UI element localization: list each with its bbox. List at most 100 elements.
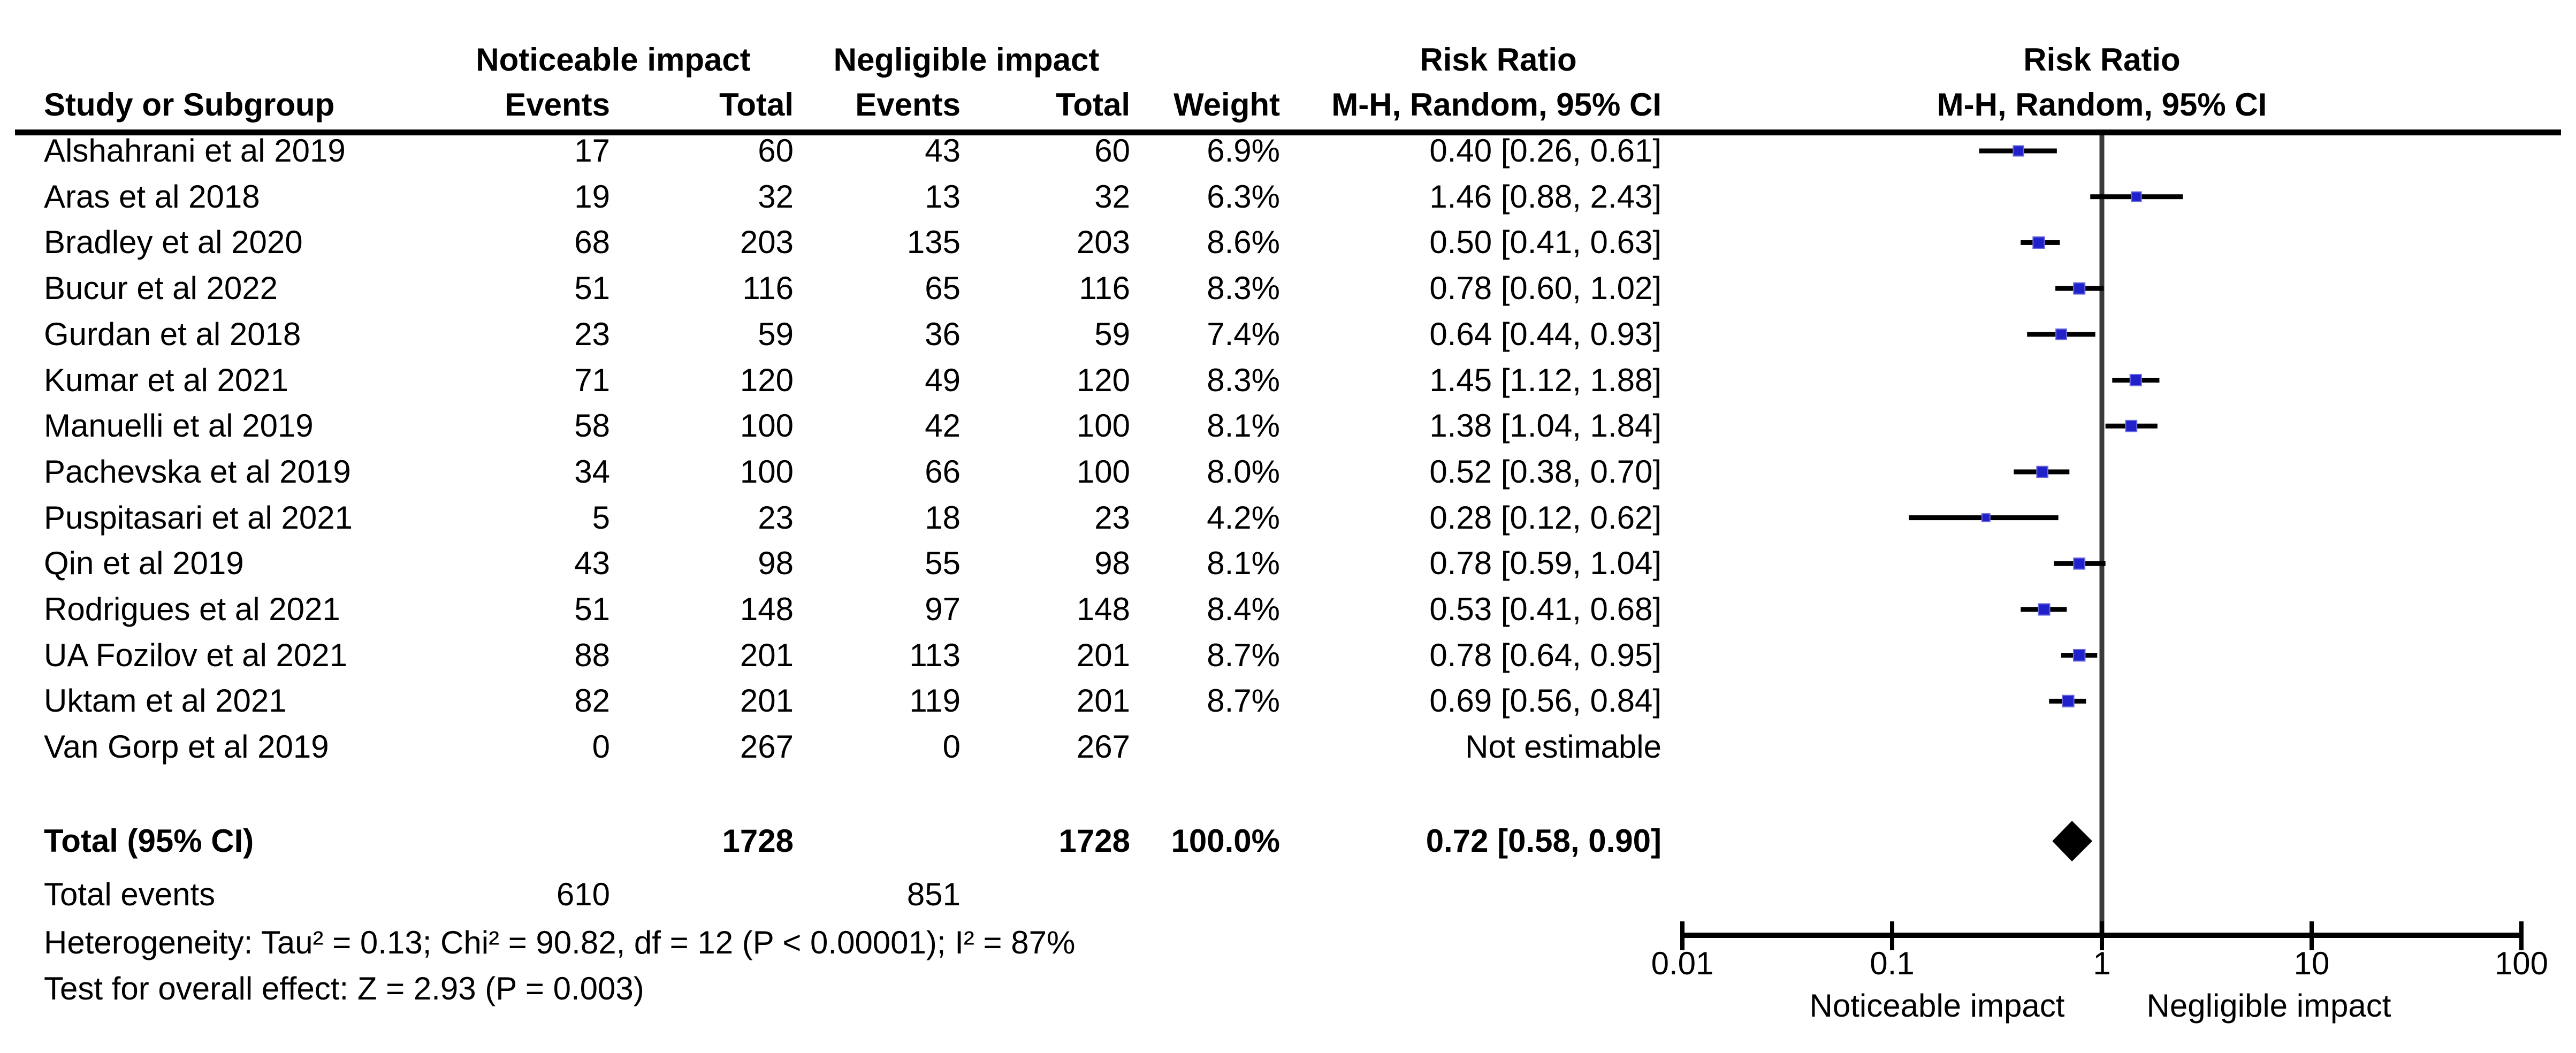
events1-cell: 68 [574,224,610,260]
total2-cell: 100 [1076,408,1130,444]
null-effect-line [2099,135,2105,938]
risk-ratio-header-text-col: Risk Ratio [1420,42,1577,78]
events2-cell: 55 [925,545,961,581]
weight-cell: 8.0% [1207,454,1280,490]
point-estimate-square [2073,557,2086,570]
events1-cell: 43 [574,545,610,581]
method-header-plot-col: M-H, Random, 95% CI [1937,87,2267,123]
weight-cell: 8.1% [1207,408,1280,444]
total2-cell: 148 [1076,591,1130,627]
axis-label-right: Negligible impact [2146,988,2391,1024]
study-name: Qin et al 2019 [44,545,244,581]
events2-cell: 66 [925,454,961,490]
weight-cell: 4.2% [1207,500,1280,536]
events2-cell: 42 [925,408,961,444]
weight-cell: 8.1% [1207,545,1280,581]
weight-cell: 6.9% [1207,133,1280,169]
point-estimate-square [2062,695,2075,708]
risk-ratio-cell: Not estimable [1465,729,1662,765]
axis-tick-label: 0.1 [1870,945,1915,981]
events1-cell: 88 [574,637,610,673]
events2-cell: 43 [925,133,961,169]
events2-cell: 18 [925,500,961,536]
risk-ratio-cell: 1.38 [1.04, 1.84] [1429,408,1662,444]
weight-cell: 6.3% [1207,179,1280,215]
weight-column-header: Weight [1173,87,1280,123]
risk-ratio-cell: 0.40 [0.26, 0.61] [1429,133,1662,169]
group1-header: Noticeable impact [476,42,751,78]
point-estimate-square [2036,466,2048,478]
risk-ratio-cell: 0.78 [0.59, 1.04] [1429,545,1662,581]
events1-cell: 23 [574,316,610,352]
total2-cell: 203 [1076,224,1130,260]
events1-column-header: Events [505,87,610,123]
total1-column-header: Total [719,87,794,123]
total2-column-header: Total [1056,87,1130,123]
total1-cell: 98 [758,545,794,581]
axis-tick-label: 100 [2494,945,2549,981]
total2-cell: 116 [1079,270,1130,306]
total-row-rr-text: 0.72 [0.58, 0.90] [1426,823,1662,859]
events2-cell: 13 [925,179,961,215]
total2-cell: 60 [1094,133,1130,169]
point-estimate-square [2013,145,2024,157]
weight-cell: 7.4% [1207,316,1280,352]
heterogeneity-note: Heterogeneity: Tau² = 0.13; Chi² = 90.82… [44,925,1076,960]
point-estimate-square [2125,419,2138,432]
risk-ratio-cell: 0.50 [0.41, 0.63] [1429,224,1662,260]
point-estimate-square [2055,328,2067,340]
events1-cell: 51 [574,270,610,306]
events1-cell: 0 [592,729,610,765]
method-header-text-col: M-H, Random, 95% CI [1331,87,1662,123]
events1-cell: 34 [574,454,610,490]
total1-cell: 148 [740,591,794,627]
point-estimate-square [2038,603,2051,616]
total1-cell: 100 [740,454,794,490]
events1-cell: 19 [574,179,610,215]
point-estimate-square [2073,282,2086,295]
risk-ratio-cell: 0.52 [0.38, 0.70] [1429,454,1662,490]
total2-cell: 98 [1094,545,1130,581]
total1-cell: 59 [758,316,794,352]
axis-tick-label: 10 [2293,945,2330,981]
study-name: Manuelli et al 2019 [44,408,314,444]
total2-cell: 201 [1076,683,1130,719]
total1-cell: 201 [740,637,794,673]
events2-cell: 36 [925,316,961,352]
weight-cell: 8.3% [1207,362,1280,398]
study-name: Bradley et al 2020 [44,224,303,260]
events1-cell: 17 [574,133,610,169]
events1-cell: 51 [574,591,610,627]
total2-cell: 100 [1076,454,1130,490]
study-name: Pachevska et al 2019 [44,454,351,490]
total1-cell: 32 [758,179,794,215]
point-estimate-square [1981,513,1991,523]
study-name: Rodrigues et al 2021 [44,591,340,627]
axis-tick-label: 1 [2093,945,2111,981]
total1-cell: 120 [740,362,794,398]
events2-cell: 97 [925,591,961,627]
total-events-group1: 610 [556,876,610,912]
total-diamond [2052,821,2093,861]
point-estimate-square [2131,191,2142,202]
risk-ratio-cell: 0.78 [0.64, 0.95] [1429,637,1662,673]
study-name: Aras et al 2018 [44,179,260,215]
header-separator-line [15,129,2561,135]
risk-ratio-cell: 0.69 [0.56, 0.84] [1429,683,1662,719]
total1-cell: 60 [758,133,794,169]
study-name: UA Fozilov et al 2021 [44,637,347,673]
point-estimate-square [2072,648,2086,662]
study-name: Van Gorp et al 2019 [44,729,329,765]
x-axis-tick [2310,921,2314,950]
group2-header: Negligible impact [833,42,1100,78]
risk-ratio-cell: 0.64 [0.44, 0.93] [1429,316,1662,352]
study-name: Gurdan et al 2018 [44,316,301,352]
events1-cell: 71 [574,362,610,398]
events2-column-header: Events [855,87,961,123]
x-axis-tick [2519,921,2524,950]
total1-cell: 203 [740,224,794,260]
events1-cell: 58 [574,408,610,444]
total1-cell: 100 [740,408,794,444]
total2-cell: 32 [1094,179,1130,215]
